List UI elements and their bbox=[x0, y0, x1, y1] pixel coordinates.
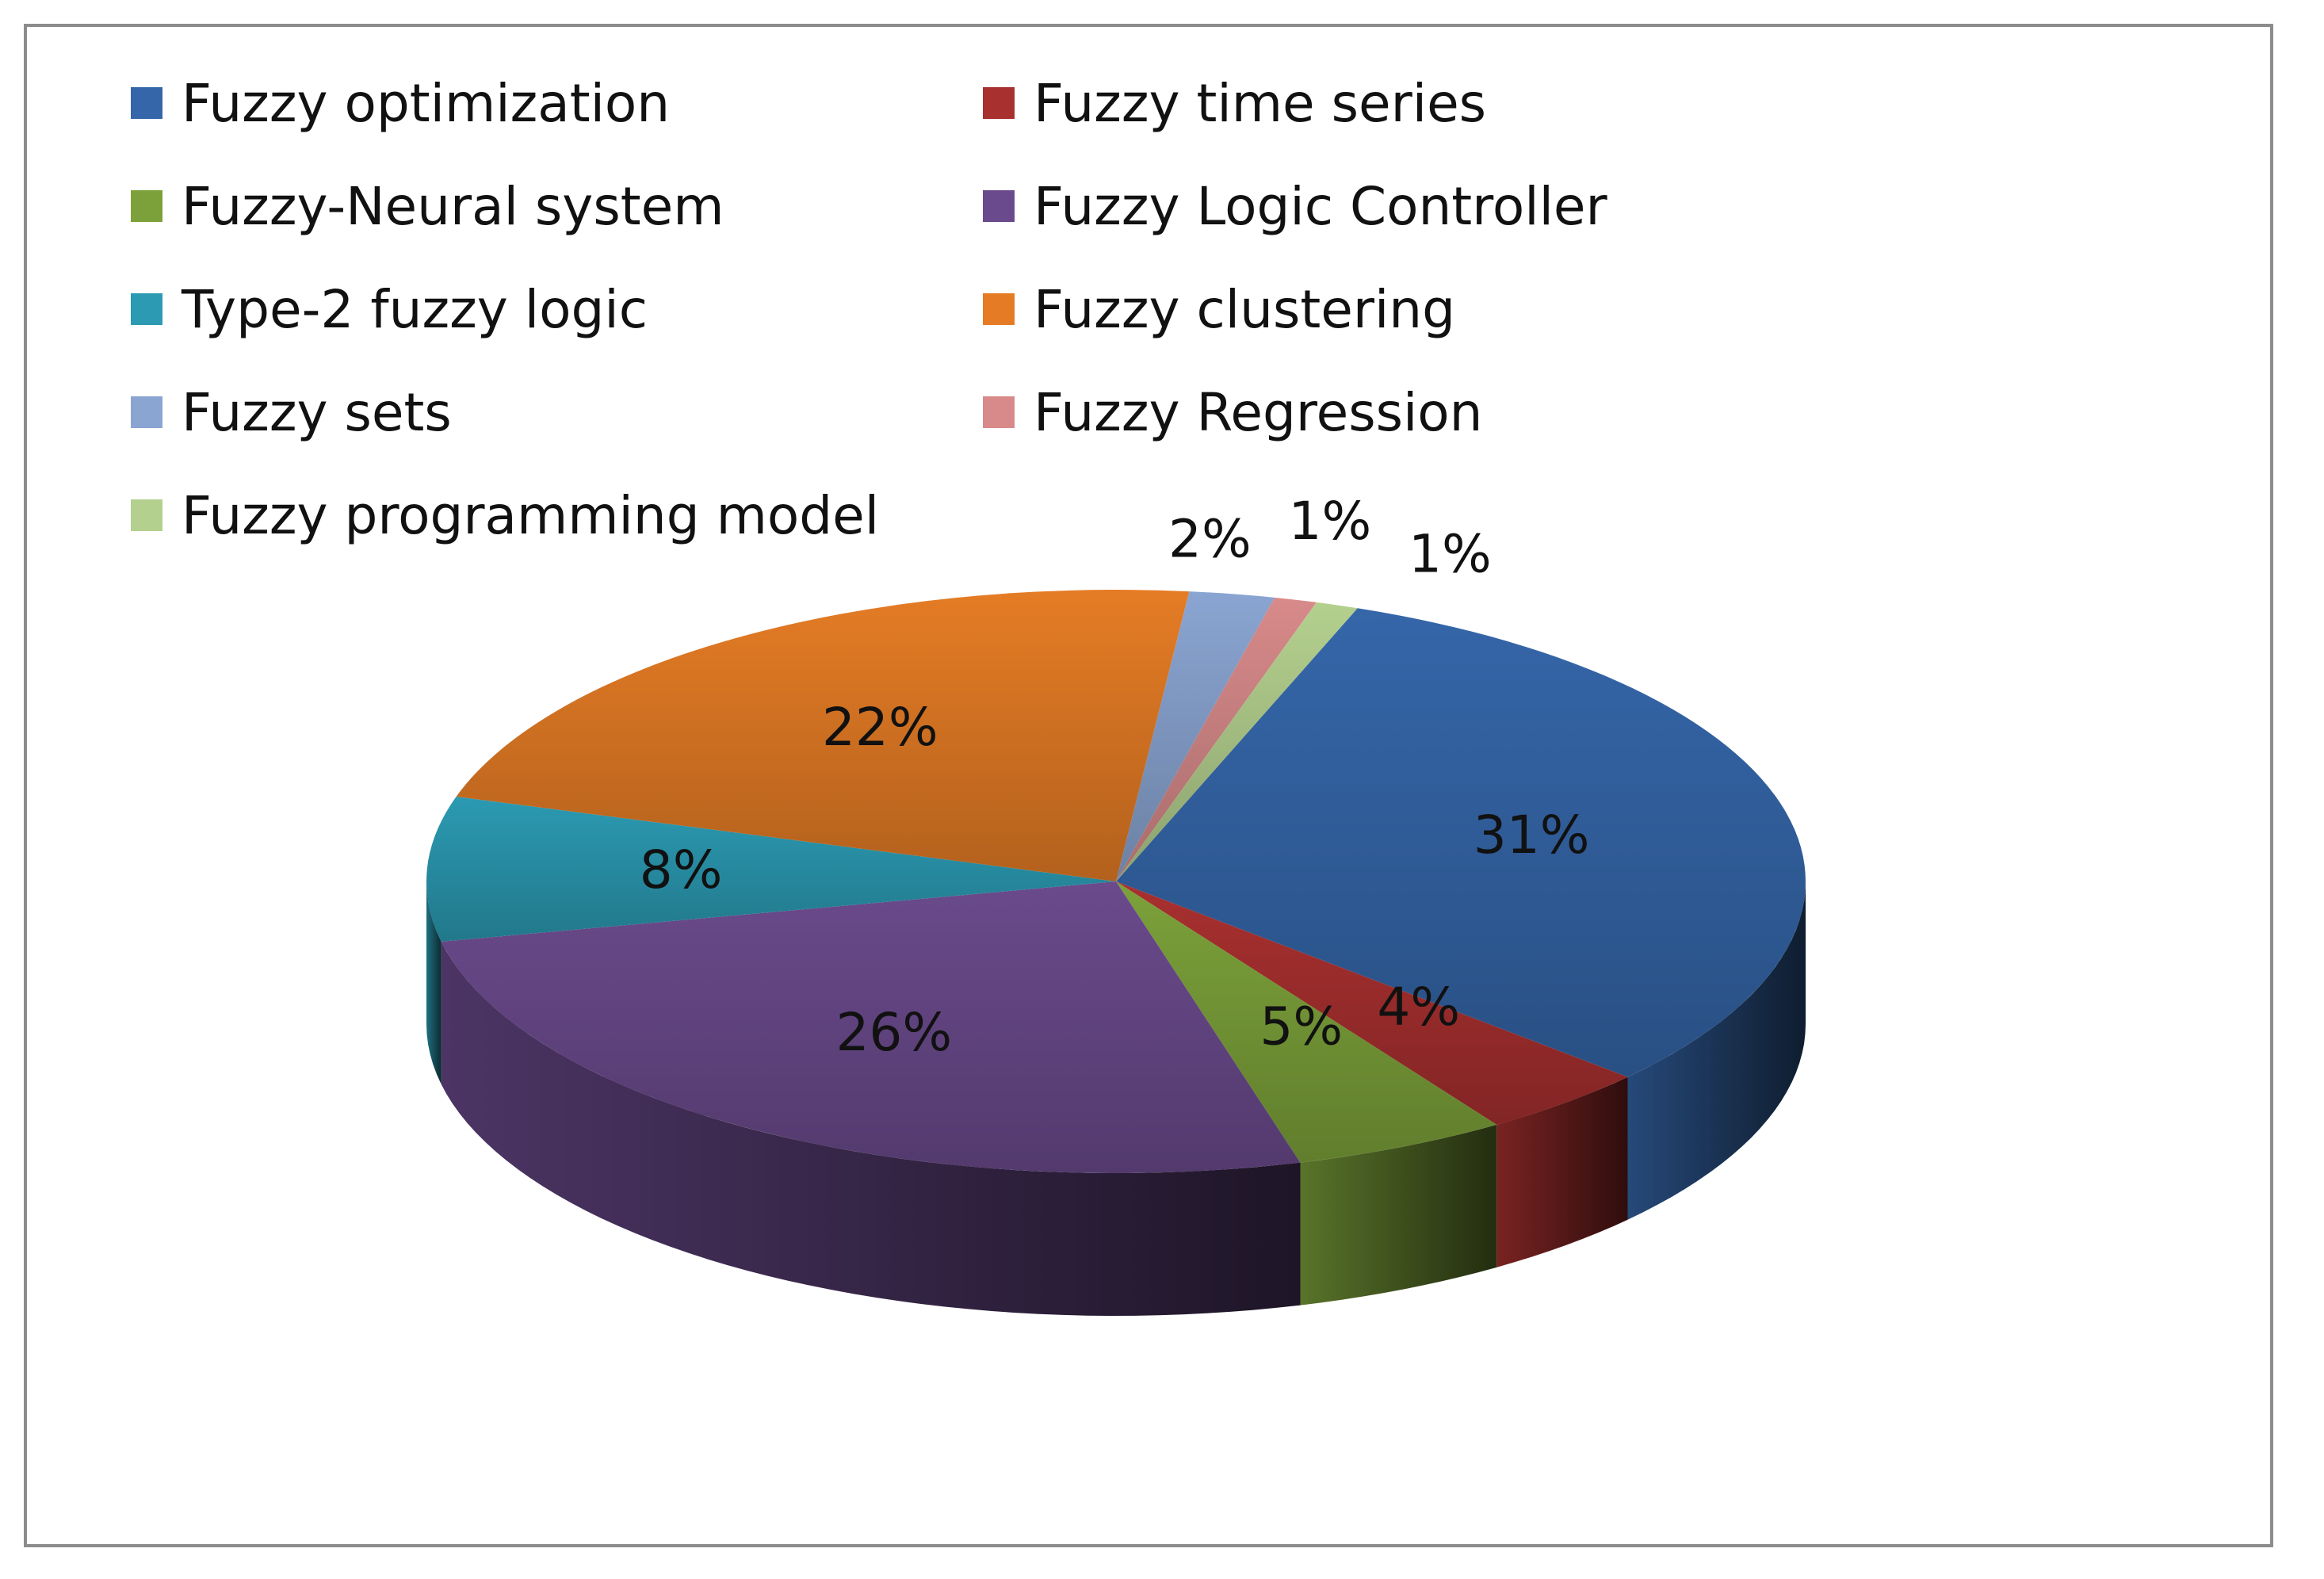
legend-item-fuzzy-optimization: Fuzzy optimization bbox=[131, 67, 670, 139]
data-label-fuzzy-sets: 2% bbox=[1168, 508, 1252, 569]
legend-item-fuzzy-logic-controller: Fuzzy Logic Controller bbox=[983, 170, 1607, 242]
legend-label: Fuzzy Logic Controller bbox=[1034, 175, 1607, 237]
pie-side-fuzzy-time-series bbox=[1496, 1076, 1628, 1267]
data-label-fuzzy-regression: 1% bbox=[1289, 491, 1372, 552]
pie-slice-fuzzy-regression bbox=[1116, 597, 1317, 881]
legend-label: Fuzzy programming model bbox=[182, 484, 880, 546]
legend-swatch bbox=[131, 499, 162, 531]
legend-swatch bbox=[983, 190, 1015, 222]
chart-legend: Fuzzy optimization Fuzzy time series Fuzzy… bbox=[0, 0, 2324, 602]
legend-label: Fuzzy-Neural system bbox=[182, 175, 724, 237]
legend-swatch bbox=[983, 396, 1015, 428]
data-label-fuzzy-neural-system: 5% bbox=[1259, 996, 1343, 1057]
pie-slice-fuzzy-optimization bbox=[1116, 608, 1806, 1077]
legend-item-fuzzy-sets: Fuzzy sets bbox=[131, 377, 452, 448]
legend-label: Fuzzy Regression bbox=[1034, 381, 1483, 443]
legend-item-fuzzy-time-series: Fuzzy time series bbox=[983, 67, 1486, 139]
legend-label: Fuzzy sets bbox=[182, 381, 452, 443]
legend-swatch bbox=[983, 293, 1015, 325]
legend-label: Fuzzy time series bbox=[1034, 72, 1487, 134]
legend-item-fuzzy-neural-system: Fuzzy-Neural system bbox=[131, 170, 724, 242]
pie-side-type-2-fuzzy-logic bbox=[426, 881, 441, 1084]
data-label-fuzzy-clustering: 22% bbox=[822, 697, 938, 758]
pie-slice-fuzzy-logic-controller bbox=[441, 881, 1301, 1173]
legend-item-fuzzy-clustering: Fuzzy clustering bbox=[983, 273, 1455, 345]
pie-slice-fuzzy-sets bbox=[1116, 591, 1275, 881]
pie-side-fuzzy-neural-system bbox=[1300, 1124, 1497, 1306]
pie-side-fuzzy-logic-controller bbox=[441, 941, 1301, 1316]
legend-item-fuzzy-programming-model: Fuzzy programming model bbox=[131, 480, 879, 551]
legend-label: Fuzzy optimization bbox=[182, 72, 671, 134]
legend-swatch bbox=[131, 293, 162, 325]
legend-swatch bbox=[131, 190, 162, 222]
data-label-fuzzy-programming-model: 1% bbox=[1409, 523, 1492, 584]
data-label-fuzzy-time-series: 4% bbox=[1377, 977, 1460, 1038]
pie-slice-type-2-fuzzy-logic bbox=[426, 797, 1116, 942]
data-label-type-2-fuzzy-logic: 8% bbox=[640, 839, 723, 900]
pie-slice-fuzzy-neural-system bbox=[1116, 881, 1497, 1163]
legend-item-type-2-fuzzy-logic: Type-2 fuzzy logic bbox=[131, 273, 648, 345]
legend-label: Fuzzy clustering bbox=[1034, 278, 1456, 340]
legend-swatch bbox=[983, 87, 1015, 119]
legend-swatch bbox=[131, 396, 162, 428]
pie-side-fuzzy-optimization bbox=[1627, 881, 1806, 1220]
legend-label: Type-2 fuzzy logic bbox=[182, 278, 648, 340]
data-label-fuzzy-optimization: 31% bbox=[1474, 805, 1590, 866]
legend-item-fuzzy-regression: Fuzzy Regression bbox=[983, 377, 1483, 448]
pie-slice-fuzzy-programming-model bbox=[1116, 602, 1358, 881]
data-label-fuzzy-logic-controller: 26% bbox=[835, 1002, 952, 1063]
pie-slice-fuzzy-time-series bbox=[1116, 881, 1628, 1125]
legend-swatch bbox=[131, 87, 162, 119]
pie-slice-fuzzy-clustering bbox=[456, 590, 1190, 881]
